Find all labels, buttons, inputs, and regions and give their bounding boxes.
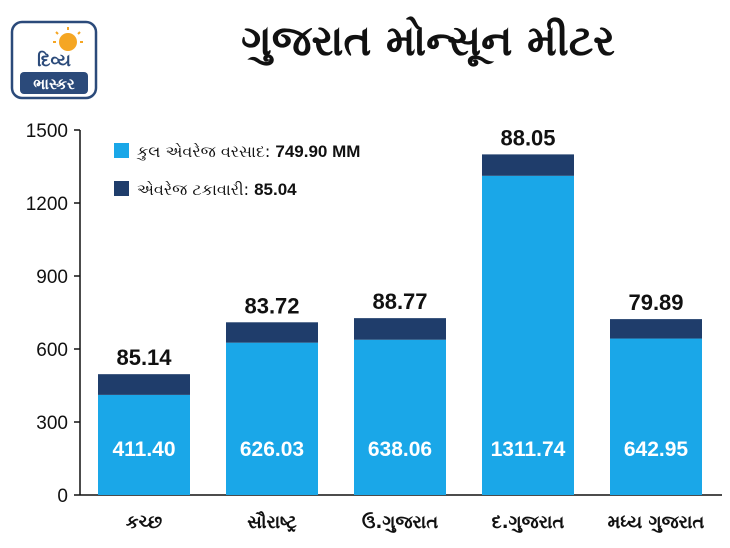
rainfall-value-label: 1311.74 — [491, 438, 566, 461]
legend-swatch — [114, 181, 129, 196]
bars: 411.40 85.14 કચ્છ 626.03 83.72 સૌરાષ્ટ્ર 638.0… — [98, 125, 704, 533]
logo-line-1: દિવ્ય — [37, 50, 71, 71]
rainfall-value-label: 411.40 — [112, 438, 175, 461]
y-tick-label: 900 — [36, 267, 68, 288]
category-label: કચ્છ — [126, 512, 162, 533]
y-tick-label: 0 — [57, 486, 68, 507]
bar-rainfall — [610, 338, 702, 495]
legend: કુલ એવરેજ વરસાદ: 749.90 MM એવરેજ ટકાવારી:… — [114, 142, 360, 199]
bar-rainfall — [482, 175, 574, 495]
bar-percentage — [610, 319, 702, 339]
category-label: ઉ.ગુજરાત — [362, 511, 438, 533]
bar-rainfall — [354, 339, 446, 495]
percentage-value-label: 83.72 — [244, 293, 299, 318]
y-axis-ticks: 0 300 600 900 1200 1500 — [26, 121, 80, 507]
percentage-value-label: 79.89 — [628, 290, 683, 315]
sun-icon — [53, 27, 83, 51]
legend-label: કુલ એવરેજ વરસાદ: — [136, 142, 275, 161]
bar-rainfall — [226, 342, 318, 495]
y-tick-label: 600 — [36, 340, 68, 361]
y-tick-label: 300 — [36, 413, 68, 434]
logo-line-2: ભાસ્કર — [33, 75, 75, 93]
legend-entry: કુલ એવરેજ વરસાદ: 749.90 MM — [136, 142, 360, 161]
percentage-value-label: 85.14 — [116, 345, 172, 370]
category-label: મધ્ય ગુજરાત — [608, 512, 705, 533]
divya-bhaskar-logo: દિવ્ય ભાસ્કર — [10, 20, 98, 100]
legend-value: 749.90 MM — [275, 142, 360, 161]
legend-value: 85.04 — [254, 180, 297, 199]
rainfall-value-label: 642.95 — [624, 438, 689, 461]
y-tick-label: 1200 — [26, 194, 68, 215]
bar-percentage — [354, 318, 446, 340]
rainfall-value-label: 626.03 — [240, 438, 304, 461]
legend-entry: એવરેજ ટકાવારી: 85.04 — [137, 180, 297, 199]
legend-swatch — [114, 143, 129, 158]
bar-percentage — [98, 374, 190, 395]
percentage-value-label: 88.77 — [372, 289, 427, 314]
category-label: સૌરાષ્ટ્ર — [247, 510, 297, 533]
bar-percentage — [482, 154, 574, 176]
category-label: દ.ગુજરાત — [492, 512, 565, 533]
chart-title: ગુજરાત મોન્સૂન મીટર — [241, 16, 615, 65]
rainfall-value-label: 638.06 — [368, 438, 432, 461]
bar-percentage — [226, 322, 318, 343]
percentage-value-label: 88.05 — [500, 125, 555, 150]
y-tick-label: 1500 — [26, 121, 68, 142]
bar-rainfall — [98, 394, 190, 495]
legend-label: એવરેજ ટકાવારી: — [137, 180, 254, 199]
